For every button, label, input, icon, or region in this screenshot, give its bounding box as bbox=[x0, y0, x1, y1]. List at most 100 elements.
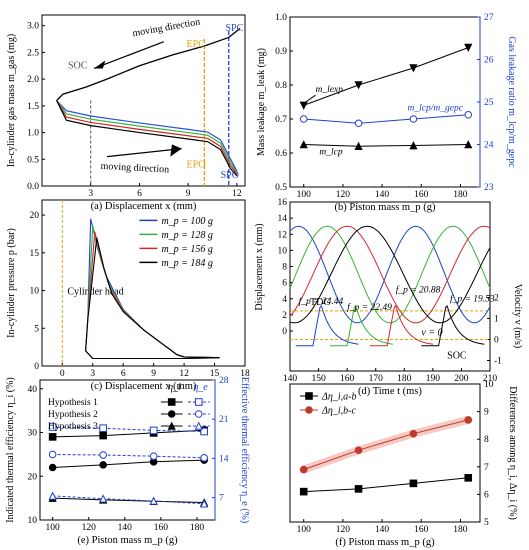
b-x-tick-label: 160 bbox=[414, 190, 429, 200]
legend-entry: m_p = 100 g bbox=[161, 216, 212, 227]
a-x-tick-label: 6 bbox=[137, 189, 142, 199]
panel-c: 0 3 6 9 12 15 18 0 5 10 15 20 Cylinder head m_p = 100… bbox=[6, 199, 250, 392]
e-yl-tick-label: 40 bbox=[28, 385, 38, 395]
e-ylabel-left: Indicated thermal efficiency η_i (%) bbox=[5, 377, 16, 523]
data-point bbox=[149, 452, 158, 460]
panel-e: 100 120 140 160 180 10 20 30 40 7 14 21 28 η_i η_e Hypo… bbox=[5, 376, 250, 546]
series-line bbox=[52, 497, 205, 503]
series-line bbox=[303, 114, 469, 124]
e-yr-tick-label: 21 bbox=[219, 415, 229, 425]
series-line bbox=[303, 477, 469, 493]
data-point bbox=[48, 423, 57, 431]
c-x-tick-label: 3 bbox=[90, 369, 95, 379]
velocity-curve bbox=[330, 304, 393, 347]
plot-frame bbox=[41, 199, 246, 367]
data-point bbox=[464, 140, 473, 149]
displacement-curve bbox=[289, 225, 491, 324]
a-y-tick-label: 2.0 bbox=[27, 75, 39, 85]
d-soc-label: SOC bbox=[447, 350, 467, 361]
spo-label: SPO bbox=[221, 170, 239, 181]
panel-f: 100 120 140 160 180 5 6 7 8 9 10 Δη_i,a-b Δη_i,b-c Di… bbox=[289, 380, 518, 548]
f-yr-tick-label: 5 bbox=[484, 518, 489, 528]
b-yr-tick-label: 27 bbox=[484, 13, 494, 23]
d-x-tick-label: 180 bbox=[397, 374, 412, 384]
b-ylabel-left: Mass leakage m_leak (mg) bbox=[256, 48, 267, 156]
data-point bbox=[409, 479, 418, 488]
d-yl-tick-label: 4 bbox=[282, 295, 287, 305]
f-yr-tick-label: 6 bbox=[484, 490, 489, 500]
d-x-tick-label: 150 bbox=[311, 374, 326, 384]
c-y-tick-label: 0 bbox=[34, 362, 39, 372]
velocity-curve bbox=[421, 304, 485, 347]
panel-a: 3 6 9 12 0.0 0.5 1.0 1.5 2.0 2.5 3.0 moving directi… bbox=[6, 14, 246, 212]
d-yr-tick-label: 0 bbox=[494, 336, 499, 346]
arrow-top bbox=[93, 41, 165, 69]
d-yr-tick-label: 2 bbox=[494, 294, 499, 304]
data-point bbox=[200, 454, 208, 462]
f-x-tick-label: 140 bbox=[375, 525, 390, 535]
series-line bbox=[52, 454, 205, 459]
data-point bbox=[99, 461, 107, 469]
d-yl-tick-label: 8 bbox=[282, 263, 287, 273]
c-caption: (c) Displacement x (mm) bbox=[91, 381, 197, 392]
d-x-tick-label: 170 bbox=[369, 374, 384, 384]
a-caption: (a) Displacement x (mm) bbox=[91, 201, 197, 212]
ratio-label: m_lcp/m_gepc bbox=[408, 104, 464, 114]
e-yr-tick-label: 28 bbox=[219, 376, 229, 386]
legend-marker bbox=[305, 392, 313, 400]
data-point bbox=[200, 499, 209, 508]
data-point bbox=[48, 491, 57, 500]
v0-label: v = 0 bbox=[421, 327, 442, 338]
lower-branch-curve bbox=[56, 100, 238, 177]
c-x-tick-label: 9 bbox=[151, 369, 156, 379]
moving-direction-bottom: moving direction bbox=[100, 161, 169, 176]
d-yl-tick-label: 14 bbox=[278, 214, 288, 224]
b-yr-tick-label: 24 bbox=[484, 141, 494, 151]
b-yl-tick-label: 0.6 bbox=[275, 149, 287, 159]
data-point bbox=[99, 494, 108, 503]
legend-entry: m_p = 156 g bbox=[161, 244, 212, 255]
a-y-tick-label: 1.0 bbox=[27, 129, 39, 139]
arrow-bottom-head bbox=[170, 144, 182, 157]
spc-label: SPC bbox=[226, 23, 244, 34]
data-point bbox=[299, 465, 308, 474]
d-yl-tick-label: 12 bbox=[278, 230, 288, 240]
data-point bbox=[464, 43, 473, 53]
displacement-curve bbox=[289, 225, 491, 324]
d-yr-tick-label: -1 bbox=[494, 357, 502, 367]
plot-frame bbox=[289, 383, 481, 523]
legend-marker-eta-i bbox=[167, 421, 176, 430]
e-yl-tick-label: 30 bbox=[28, 429, 38, 439]
data-point bbox=[409, 141, 418, 150]
d-x-tick-label: 210 bbox=[483, 374, 498, 384]
b-x-tick-label: 120 bbox=[336, 190, 351, 200]
legend-marker-eta-i bbox=[167, 398, 176, 406]
epc-label: EPC bbox=[187, 39, 206, 50]
data-point bbox=[354, 446, 363, 455]
d-ylabel-right: Velocity v (m/s) bbox=[512, 284, 523, 348]
e-x-tick-label: 180 bbox=[190, 523, 205, 533]
e-x-tick-label: 100 bbox=[46, 523, 61, 533]
b-yl-tick-label: 0.9 bbox=[275, 47, 287, 57]
e-yl-tick-label: 10 bbox=[28, 516, 38, 526]
plot-frame bbox=[41, 14, 246, 187]
legend-entry: m_p = 128 g bbox=[161, 230, 212, 241]
series-line bbox=[52, 426, 205, 432]
series-line bbox=[303, 144, 469, 147]
f-yr-tick-label: 7 bbox=[484, 463, 489, 473]
c-x-tick-label: 15 bbox=[210, 369, 220, 379]
series-line bbox=[52, 459, 205, 468]
data-point bbox=[48, 463, 57, 472]
f-yr-tick-label: 9 bbox=[484, 408, 489, 418]
data-point bbox=[299, 101, 308, 110]
series-line bbox=[303, 47, 469, 106]
lower-branch-curve bbox=[56, 100, 238, 173]
d-caption: (d) Time t (ms) bbox=[358, 386, 422, 397]
c-x-tick-label: 0 bbox=[60, 369, 65, 379]
f-x-tick-label: 120 bbox=[336, 525, 351, 535]
data-point bbox=[99, 431, 107, 440]
legend-header-eta-e: η_e bbox=[193, 382, 208, 393]
a-x-tick-label: 3 bbox=[88, 189, 93, 199]
data-point bbox=[464, 416, 473, 424]
soc-label: SOC bbox=[68, 60, 88, 71]
